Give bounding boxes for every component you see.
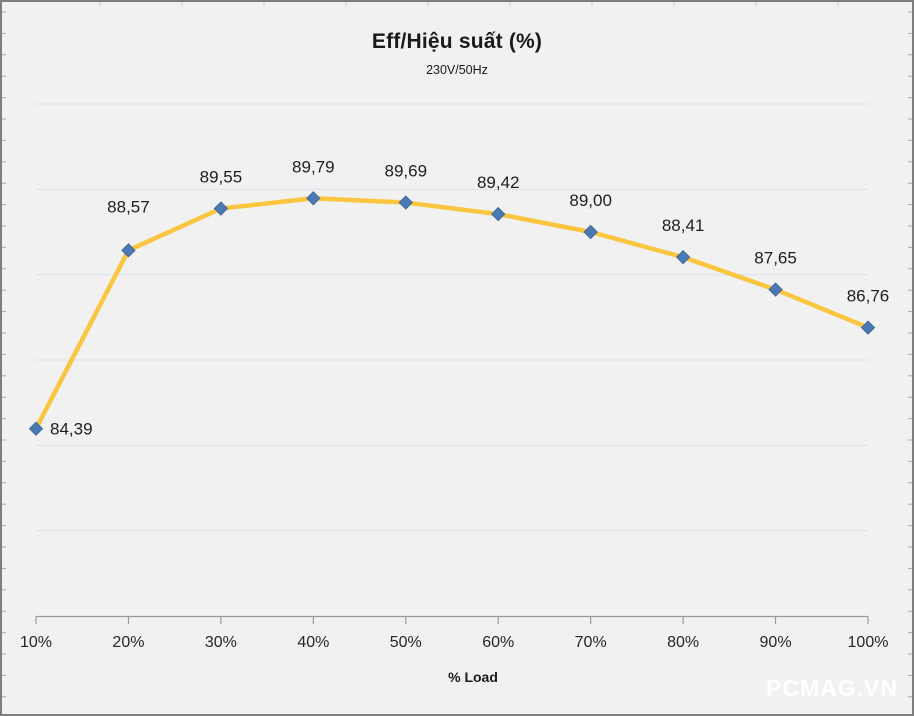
data-point-marker xyxy=(306,191,321,206)
data-label: 89,69 xyxy=(385,162,428,181)
data-label: 89,00 xyxy=(569,191,612,210)
x-tick-label: 30% xyxy=(205,634,237,651)
data-label: 84,39 xyxy=(50,420,93,439)
data-point-marker xyxy=(213,201,229,216)
data-point-marker xyxy=(121,243,136,258)
data-label: 89,79 xyxy=(292,157,335,176)
data-label: 89,42 xyxy=(477,173,520,192)
x-tick-label: 40% xyxy=(297,634,329,651)
x-tick-label: 60% xyxy=(482,634,514,651)
chart-subtitle: 230V/50Hz xyxy=(426,63,488,77)
data-label: 88,41 xyxy=(662,216,705,235)
data-point-marker xyxy=(583,224,598,240)
x-tick-label: 100% xyxy=(848,634,889,651)
data-point-marker xyxy=(491,206,506,222)
data-label: 87,65 xyxy=(754,249,797,268)
x-tick-label: 10% xyxy=(20,634,52,651)
x-tick-label: 80% xyxy=(667,634,699,651)
data-point-marker xyxy=(860,320,876,335)
chart-title: Eff/Hiệu suất (%) xyxy=(371,30,543,53)
data-point-marker xyxy=(768,282,783,297)
data-point-marker xyxy=(28,421,44,436)
data-label: 86,76 xyxy=(847,287,890,306)
x-tick-label: 50% xyxy=(390,634,422,651)
x-axis-title: % Load xyxy=(448,669,498,685)
watermark-pcmag: PCMAG.VN xyxy=(766,675,898,701)
x-tick-label: 20% xyxy=(112,634,144,651)
data-point-marker xyxy=(675,249,691,265)
x-tick-label: 70% xyxy=(575,634,607,651)
series-line xyxy=(33,196,871,431)
data-label: 88,57 xyxy=(107,197,150,216)
x-tick-label: 90% xyxy=(760,634,792,651)
data-label: 89,55 xyxy=(200,168,243,187)
data-point-marker xyxy=(398,195,413,210)
